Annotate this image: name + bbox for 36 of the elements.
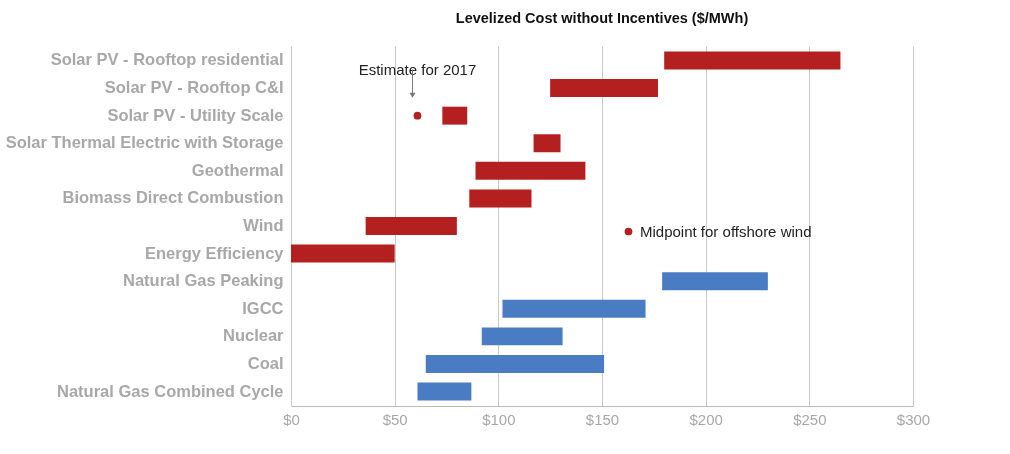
x-tick-label: $250 (793, 410, 827, 428)
chart-title: Levelized Cost without Incentives ($/MWh) (455, 9, 749, 26)
x-tick-label: $200 (689, 410, 723, 428)
y-tick-label: Energy Efficiency (145, 243, 285, 262)
y-tick-label: Natural Gas Combined Cycle (57, 381, 284, 400)
y-tick-label: Natural Gas Peaking (123, 271, 284, 290)
x-tick-label: $50 (382, 410, 408, 428)
y-tick-label: Nuclear (222, 326, 285, 345)
y-tick-label: Wind (243, 216, 284, 234)
y-tick-label: Solar Thermal Electric with Storage (5, 133, 284, 152)
legend-label: Midpoint for offshore wind (640, 222, 812, 240)
y-tick-label: Solar PV - Rooftop C&I (104, 78, 284, 97)
bar (533, 134, 561, 153)
bar (481, 327, 563, 346)
x-tick-label: $0 (283, 410, 300, 428)
bar (291, 244, 395, 263)
bar (469, 189, 532, 208)
bar (475, 161, 586, 180)
bar (425, 354, 605, 373)
y-tick-label: IGCC (242, 298, 284, 317)
bar (664, 51, 841, 70)
annotation: Estimate for 2017 (358, 60, 477, 78)
x-tick-label: $150 (585, 410, 620, 428)
bar (417, 382, 472, 401)
bar (502, 299, 646, 318)
bar (662, 272, 768, 291)
y-tick-label: Solar PV - Utility Scale (107, 105, 284, 124)
x-tick-label: $100 (482, 410, 516, 428)
y-tick-label: Coal (247, 353, 284, 372)
y-tick-label: Biomass Direct Combustion (62, 188, 284, 207)
bar (365, 217, 457, 235)
bar (442, 106, 468, 125)
x-tick-label: $300 (896, 410, 931, 428)
y-tick-label: Solar PV - Rooftop residential (50, 50, 284, 69)
y-tick-label: Geothermal (191, 160, 284, 179)
bar (550, 79, 658, 98)
